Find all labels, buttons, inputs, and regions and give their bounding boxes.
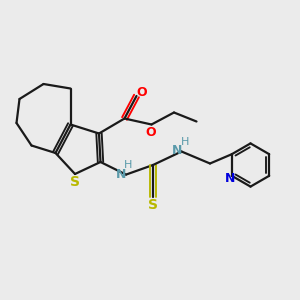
Text: N: N [172, 143, 182, 157]
Text: H: H [124, 160, 133, 170]
Text: N: N [116, 167, 126, 181]
Text: H: H [181, 136, 189, 147]
Text: S: S [70, 176, 80, 189]
Text: N: N [225, 172, 236, 185]
Text: S: S [148, 198, 158, 212]
Text: O: O [136, 86, 147, 99]
Text: O: O [145, 126, 156, 140]
